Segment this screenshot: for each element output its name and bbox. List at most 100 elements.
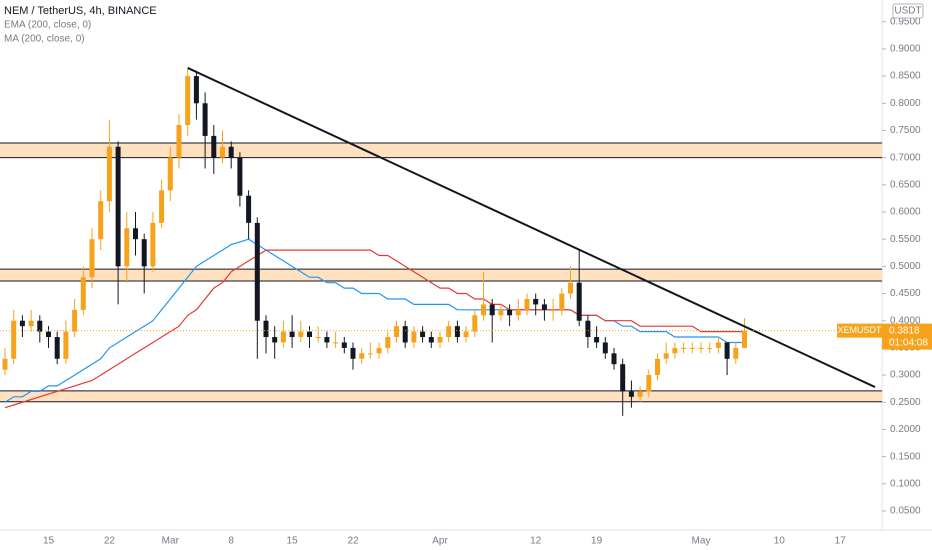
candle-body (106, 146, 112, 202)
candle-body (133, 228, 138, 240)
candle-body (228, 146, 234, 158)
candle-body (298, 331, 304, 338)
y-tick-label: 0.7500 (890, 125, 921, 136)
candle-body (715, 342, 721, 348)
candle-body (550, 309, 556, 311)
indicator-label: EMA (200, close, 0) (4, 20, 91, 31)
indicator-label: MA (200, close, 0) (4, 34, 85, 45)
candle-body (681, 347, 687, 349)
symbol-badge (837, 323, 882, 338)
candle-body (98, 201, 104, 240)
candle-body (280, 331, 286, 343)
y-tick-label: 0.0500 (890, 506, 921, 517)
y-tick-label: 0.2000 (890, 424, 921, 435)
candle-body (672, 347, 678, 354)
candle-body (733, 347, 739, 359)
candle-body (193, 76, 199, 104)
candle-body (341, 342, 347, 348)
candle-body (307, 331, 312, 338)
candle-body (37, 320, 43, 332)
candle-body (454, 326, 460, 338)
candle-body (394, 326, 399, 338)
candle-body (80, 277, 86, 310)
unit-box[interactable] (892, 3, 924, 19)
y-tick-label: 0.7000 (890, 152, 921, 163)
candle-body (202, 103, 208, 136)
candle-body (141, 239, 147, 267)
candle-body (420, 331, 426, 338)
candle-body (698, 347, 704, 349)
candle-body (289, 331, 295, 338)
candle-body (515, 309, 521, 316)
zone (0, 390, 882, 402)
y-tick-label: 0.8000 (890, 98, 921, 109)
x-tick-label: Apr (432, 536, 448, 547)
x-tick-label: 22 (104, 536, 116, 547)
candle-body (742, 330, 747, 348)
candle-body (185, 76, 191, 126)
candle-body (89, 239, 95, 278)
candle-body (689, 347, 695, 349)
y-tick-label: 0.9000 (890, 44, 921, 55)
candle-body (428, 337, 434, 343)
candle-body (72, 309, 78, 332)
candle-body (359, 353, 365, 359)
candle-body (150, 222, 156, 267)
candle-body (637, 391, 643, 397)
candle-body (220, 146, 225, 158)
y-tick-label: 0.9500 (890, 16, 921, 27)
candle-body (263, 320, 269, 338)
candle-body (437, 337, 443, 343)
x-tick-label: 12 (530, 536, 542, 547)
chart-title: NEM / TetherUS, 4h, BINANCE (4, 5, 157, 17)
candle-body (576, 282, 582, 321)
y-tick-label: 0.4000 (890, 315, 921, 326)
y-tick-label: 0.3000 (890, 370, 921, 381)
x-tick-label: 15 (43, 536, 55, 547)
countdown-label: 01:04:08 (889, 337, 928, 348)
candle-body (533, 298, 539, 305)
candle-body (628, 391, 634, 397)
candle-body (594, 337, 600, 343)
y-unit: USDT (894, 6, 921, 17)
candle-body (350, 347, 356, 359)
candle-body (463, 331, 469, 338)
candle-body (663, 353, 669, 359)
candle-body (115, 146, 121, 267)
symbol-label: XEMUSDT (837, 325, 882, 335)
candle-body (167, 157, 173, 191)
candle-body (159, 190, 165, 223)
candle-body (63, 331, 69, 359)
x-tick-label: 10 (774, 536, 786, 547)
candle-body (568, 282, 573, 294)
candle-body (19, 320, 25, 327)
candle-body (54, 337, 60, 359)
y-tick-label: 0.5500 (890, 234, 921, 245)
candle-body (272, 337, 278, 343)
y-tick-label: 0.2500 (890, 397, 921, 408)
zone (0, 269, 882, 282)
candle-body (585, 320, 591, 338)
y-tick-label: 0.6500 (890, 179, 921, 190)
last-price-label: 0.3818 (889, 325, 920, 336)
candle-body (376, 347, 382, 354)
candle-body (246, 195, 252, 223)
indicator-line (4, 238, 745, 403)
candle-body (46, 331, 51, 338)
candle-body (367, 353, 373, 355)
candle-body (176, 125, 182, 158)
x-tick-label: 8 (228, 536, 234, 547)
candle-body (646, 375, 652, 392)
candle-body (724, 342, 730, 359)
candle-body (254, 222, 260, 321)
y-tick-label: 0.8500 (890, 71, 921, 82)
candle-body (237, 157, 243, 196)
candle-body (489, 304, 495, 316)
x-tick-label: 22 (347, 536, 359, 547)
candle-body (333, 342, 339, 344)
x-tick-label: 19 (591, 536, 603, 547)
candle-body (411, 331, 417, 343)
x-tick-label: 15 (287, 536, 299, 547)
candle-body (385, 337, 391, 348)
trendline (187, 67, 876, 388)
